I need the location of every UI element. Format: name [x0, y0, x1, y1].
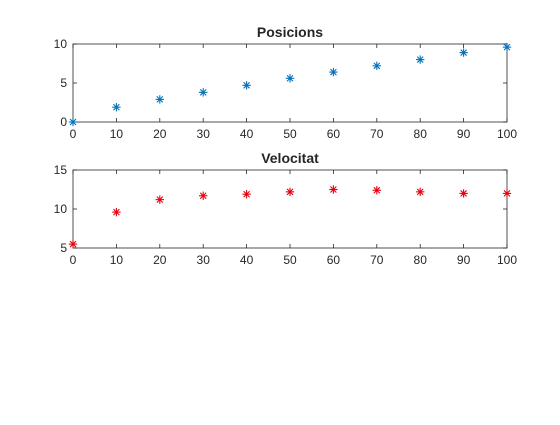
x-tick-label: 40: [240, 253, 254, 267]
x-tick-label: 80: [414, 253, 428, 267]
data-point: [373, 62, 381, 70]
x-tick-label: 70: [370, 253, 384, 267]
x-tick-label: 30: [197, 253, 211, 267]
x-tick-label: 20: [153, 127, 167, 141]
data-point: [156, 95, 164, 103]
x-tick-label: 50: [283, 127, 297, 141]
x-tick-label: 30: [197, 127, 211, 141]
x-tick-label: 40: [240, 127, 254, 141]
data-point: [286, 188, 294, 196]
y-tick-label: 5: [60, 241, 67, 255]
x-tick-label: 70: [370, 127, 384, 141]
x-tick-label: 0: [70, 127, 77, 141]
data-point: [69, 118, 77, 126]
data-point: [286, 74, 294, 82]
y-tick-label: 10: [54, 37, 68, 51]
data-point: [242, 81, 250, 89]
axes-box: [73, 170, 507, 248]
x-tick-label: 60: [327, 127, 341, 141]
data-point: [329, 68, 337, 76]
data-point: [329, 185, 337, 193]
data-point: [459, 189, 467, 197]
data-point: [459, 48, 467, 56]
y-tick-label: 0: [60, 115, 67, 129]
data-point: [242, 190, 250, 198]
x-tick-label: 90: [457, 253, 471, 267]
x-tick-label: 50: [283, 253, 297, 267]
y-tick-label: 10: [54, 202, 68, 216]
y-tick-label: 5: [60, 76, 67, 90]
data-point: [503, 189, 511, 197]
axes-box: [73, 44, 507, 122]
data-point: [199, 88, 207, 96]
x-tick-label: 10: [110, 253, 124, 267]
data-point: [69, 240, 77, 248]
x-tick-label: 100: [497, 253, 517, 267]
x-tick-label: 20: [153, 253, 167, 267]
plot-title: Velocitat: [261, 150, 319, 166]
data-point: [112, 208, 120, 216]
x-tick-label: 100: [497, 127, 517, 141]
data-point: [373, 186, 381, 194]
x-tick-label: 90: [457, 127, 471, 141]
x-tick-label: 60: [327, 253, 341, 267]
data-point: [156, 195, 164, 203]
x-tick-label: 0: [70, 253, 77, 267]
data-point: [416, 188, 424, 196]
y-tick-label: 15: [54, 163, 68, 177]
data-point: [416, 55, 424, 63]
subplot-1: 0 10 20 30 40 50 60 70 80 90 100 0 5 10 Posicions: [54, 24, 518, 141]
data-point: [199, 192, 207, 200]
plot-title: Posicions: [257, 24, 323, 40]
x-tick-label: 10: [110, 127, 124, 141]
subplot-2: 0 10 20 30 40 50 60 70 80 90 100 5 10 15 Velocitat: [54, 150, 518, 267]
x-tick-label: 80: [414, 127, 428, 141]
data-point: [503, 43, 511, 51]
data-point: [112, 103, 120, 111]
